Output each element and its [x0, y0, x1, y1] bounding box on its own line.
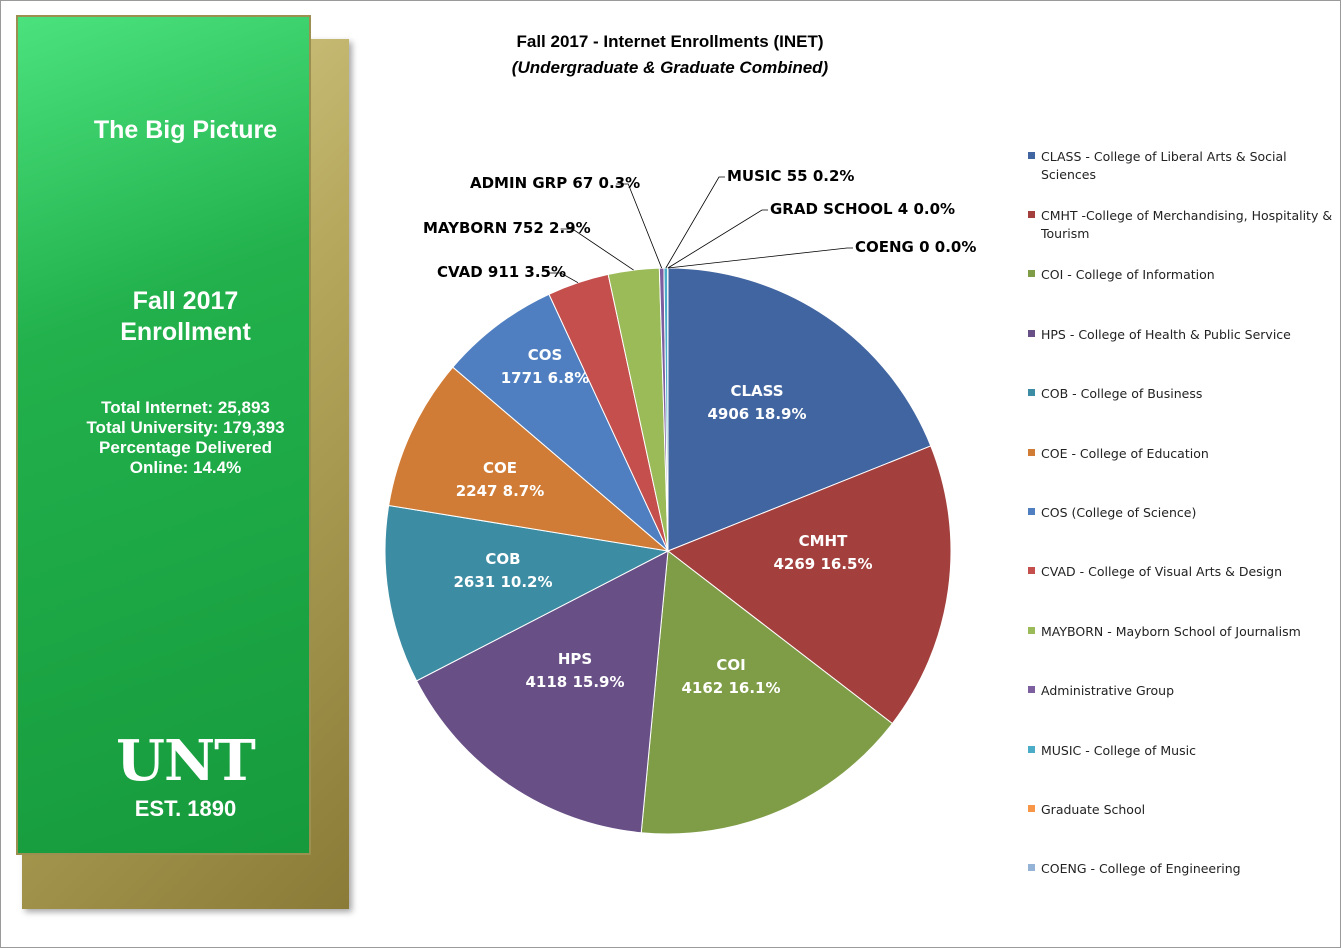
legend-item-grad-school: Graduate School	[1028, 801, 1338, 819]
stat-total-university: Total University: 179,393	[86, 418, 285, 437]
legend-swatch	[1028, 746, 1035, 753]
slice-label-grad-school: GRAD SCHOOL 4 0.0%	[770, 200, 955, 218]
slice-label-coe-name: COE	[483, 459, 517, 477]
legend-swatch	[1028, 567, 1035, 574]
leader-line-coeng	[667, 247, 853, 269]
chart-title: Fall 2017 - Internet Enrollments (INET)	[516, 32, 824, 51]
slice-label-coe-value: 2247 8.7%	[456, 482, 545, 500]
legend-label: Graduate School	[1041, 802, 1146, 817]
legend-label: MAYBORN - Mayborn School of Journalism	[1041, 624, 1301, 639]
leader-line-admin-grp	[616, 183, 663, 269]
slice-label-coi-name: COI	[716, 656, 745, 674]
legend-swatch	[1028, 686, 1035, 693]
pie-slice-cos	[452, 293, 669, 552]
stat-total-internet: Total Internet: 25,893	[101, 398, 270, 417]
legend-swatch	[1028, 152, 1035, 159]
slice-label-cos-value: 1771 6.8%	[501, 369, 590, 387]
legend-item-cob: COB - College of Business	[1028, 385, 1338, 403]
legend-label: COI - College of Information	[1041, 267, 1215, 282]
legend-label: COENG - College of Engineering	[1041, 861, 1241, 876]
legend-label: COE - College of Education	[1041, 446, 1209, 461]
slice-label-admin-grp: ADMIN GRP 67 0.3%	[470, 174, 640, 192]
slice-label-cmht-value: 4269 16.5%	[773, 555, 872, 573]
legend-item-coe: COE - College of Education	[1028, 445, 1338, 463]
legend-label: COB - College of Business	[1041, 386, 1203, 401]
legend-item-coeng: COENG - College of Engineering	[1028, 860, 1338, 878]
legend-label: CLASS - College of Liberal Arts & Social…	[1041, 149, 1287, 182]
slice-label-class-name: CLASS	[730, 382, 783, 400]
leader-line-mayborn	[560, 228, 634, 271]
legend-swatch	[1028, 508, 1035, 515]
legend-swatch	[1028, 211, 1035, 218]
slice-label-class-value: 4906 18.9%	[707, 405, 806, 423]
info-panel	[16, 15, 311, 855]
stat-percent-line2: Online: 14.4%	[129, 458, 242, 477]
legend-item-cvad: CVAD - College of Visual Arts & Design	[1028, 563, 1338, 581]
legend-label: CMHT -College of Merchandising, Hospital…	[1041, 208, 1333, 241]
slice-label-cvad: CVAD 911 3.5%	[437, 263, 566, 281]
unt-logo: UNT	[116, 728, 256, 794]
pie-slice-cmht	[666, 445, 952, 725]
legend-item-mayborn: MAYBORN - Mayborn School of Journalism	[1028, 623, 1338, 641]
legend-label: Administrative Group	[1041, 683, 1175, 698]
legend-item-cmht: CMHT -College of Merchandising, Hospital…	[1028, 207, 1338, 243]
slice-label-hps-value: 4118 15.9%	[525, 673, 624, 691]
chart-subtitle: (Undergraduate & Graduate Combined)	[511, 58, 829, 77]
legend-label: MUSIC - College of Music	[1041, 743, 1196, 758]
slice-label-cmht-name: CMHT	[799, 532, 848, 550]
legend-item-admin-grp: Administrative Group	[1028, 682, 1338, 700]
legend-item-cos: COS (College of Science)	[1028, 504, 1338, 522]
panel-subtitle-line2: Enrollment	[120, 318, 251, 346]
legend-swatch	[1028, 449, 1035, 456]
pie-slice-hps	[415, 550, 669, 834]
slice-label-cob-value: 2631 10.2%	[453, 573, 552, 591]
legend-item-coi: COI - College of Information	[1028, 266, 1338, 284]
slice-label-coi-value: 4162 16.1%	[681, 679, 780, 697]
leader-line-grad-school	[667, 209, 768, 269]
legend-label: COS (College of Science)	[1041, 505, 1197, 520]
legend-label: CVAD - College of Visual Arts & Design	[1041, 564, 1282, 579]
unt-logo-est: EST. 1890	[134, 796, 237, 821]
slice-label-cob-name: COB	[485, 550, 520, 568]
pie-slice-coe	[388, 366, 670, 552]
slice-label-mayborn: MAYBORN 752 2.9%	[423, 219, 591, 237]
legend-swatch	[1028, 805, 1035, 812]
stat-percent-line1: Percentage Delivered	[99, 438, 272, 457]
pie-slice-cob	[384, 504, 670, 682]
legend-item-class: CLASS - College of Liberal Arts & Social…	[1028, 148, 1338, 184]
leader-line-cvad	[548, 272, 579, 284]
legend-swatch	[1028, 627, 1035, 634]
legend-item-hps: HPS - College of Health & Public Service	[1028, 326, 1338, 344]
panel-stats: Total Internet: 25,893 Total University:…	[38, 398, 333, 478]
legend-label: HPS - College of Health & Public Service	[1041, 327, 1291, 342]
legend-swatch	[1028, 864, 1035, 871]
panel-heading: The Big Picture	[93, 116, 278, 144]
legend-swatch	[1028, 389, 1035, 396]
legend-swatch	[1028, 330, 1035, 337]
slice-label-music: MUSIC 55 0.2%	[727, 167, 854, 185]
panel-subtitle-line1: Fall 2017	[132, 287, 239, 315]
pie-slice-coi	[640, 550, 894, 835]
pie-slice-class	[667, 267, 932, 552]
leader-line-music	[665, 176, 725, 269]
slice-label-hps-name: HPS	[558, 650, 592, 668]
legend-item-music: MUSIC - College of Music	[1028, 742, 1338, 760]
legend-swatch	[1028, 270, 1035, 277]
panel-subtitle: Fall 2017 Enrollment	[38, 286, 333, 348]
slice-label-coeng: COENG 0 0.0%	[855, 238, 976, 256]
slice-label-cos-name: COS	[528, 346, 563, 364]
